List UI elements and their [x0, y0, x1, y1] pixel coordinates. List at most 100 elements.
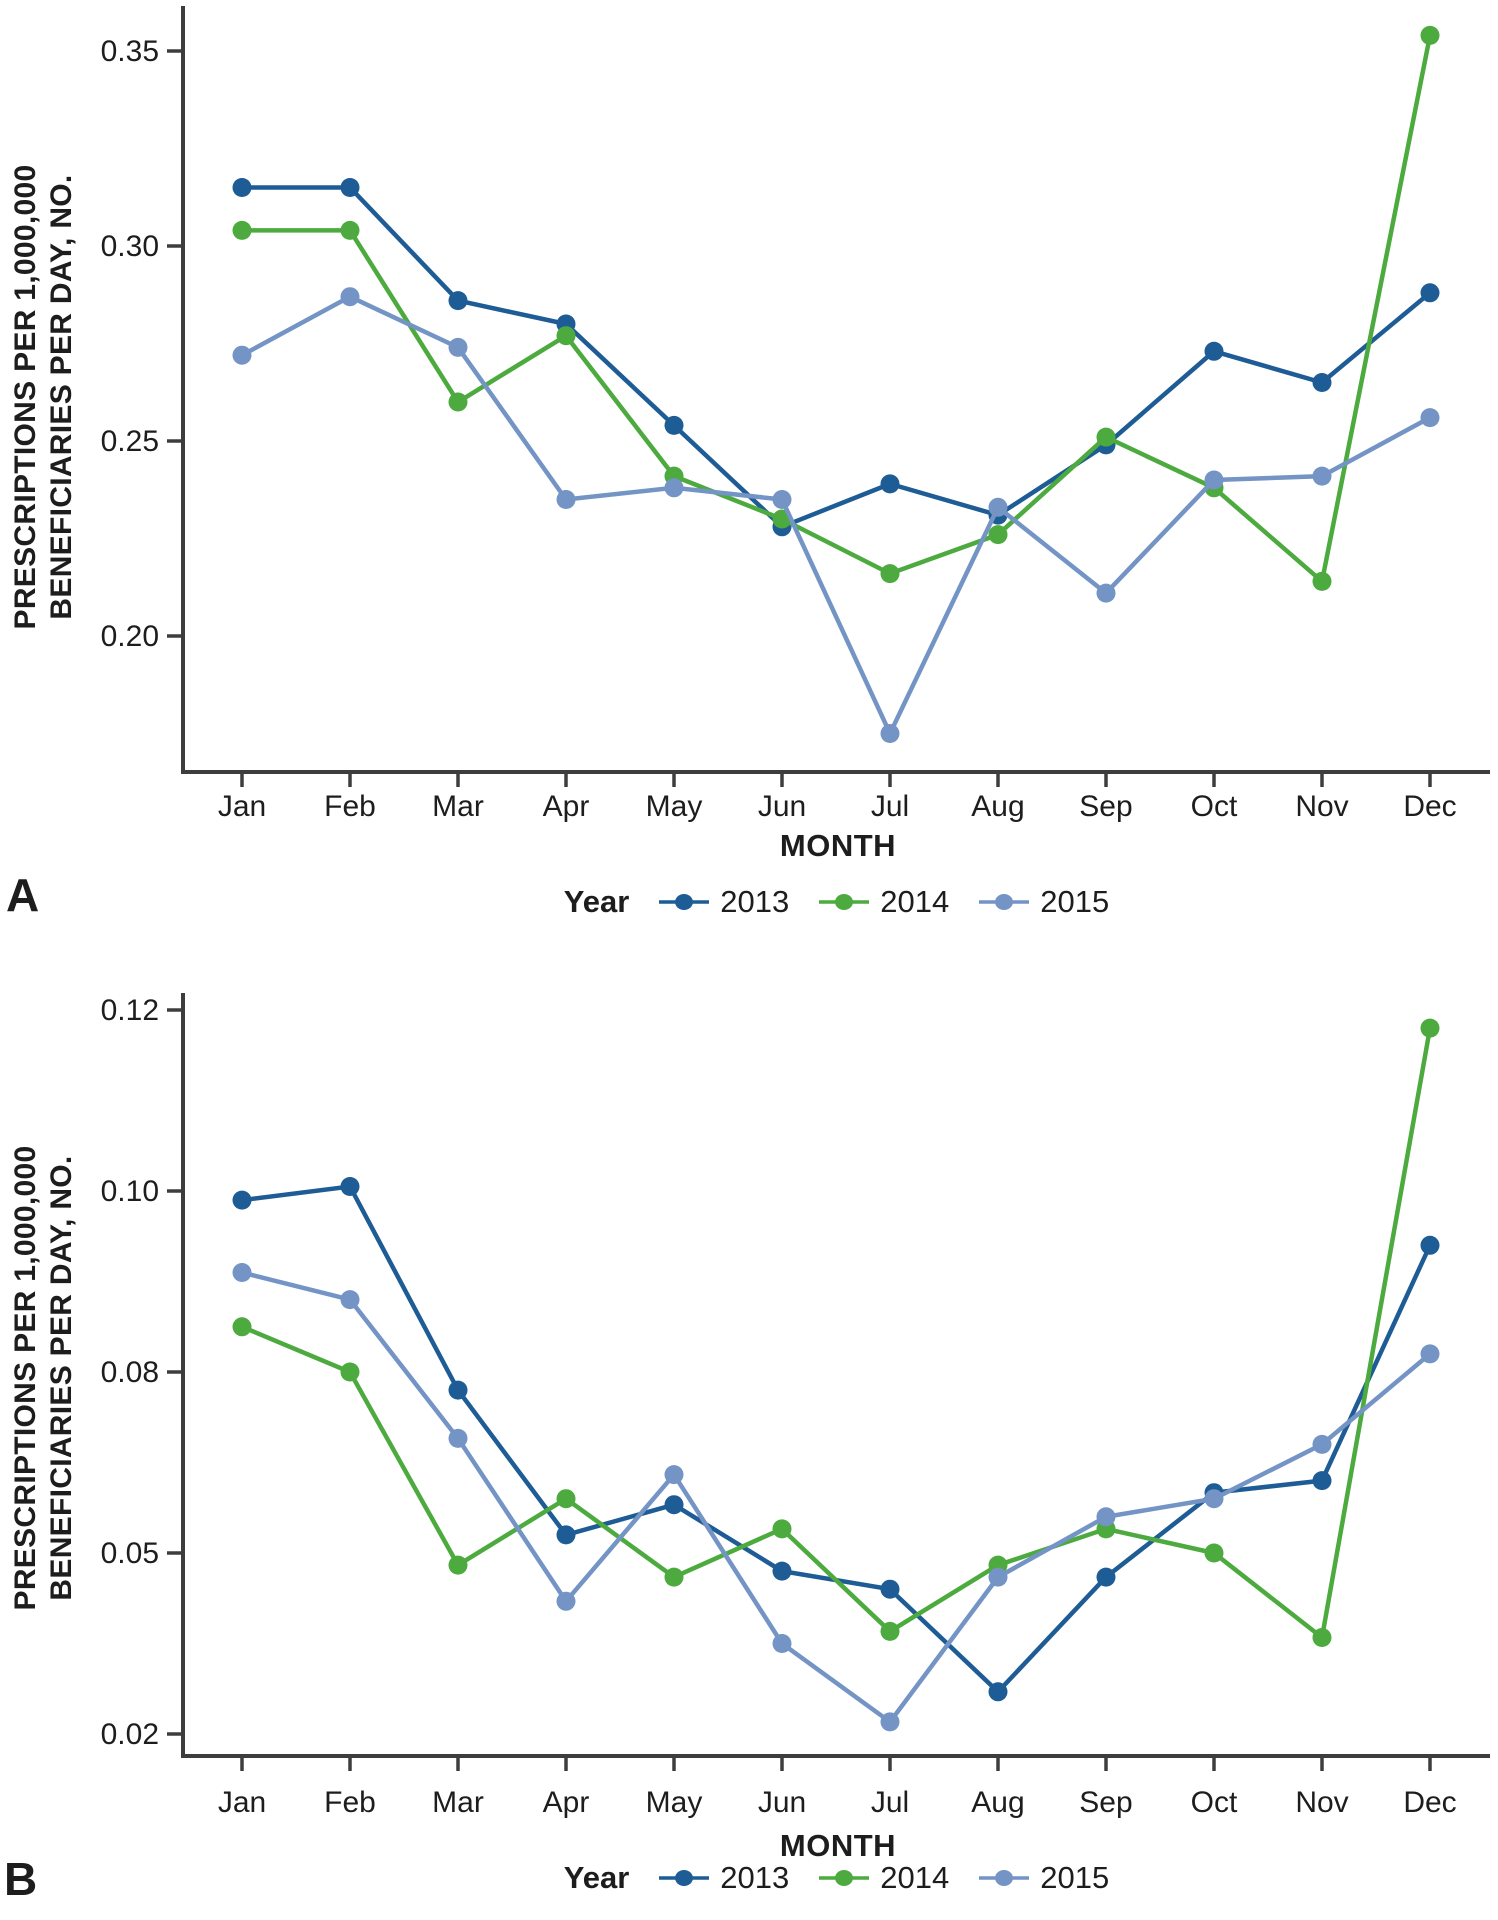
legend-year-label: 2015: [1040, 1860, 1110, 1895]
x-tick-label: Jul: [871, 1786, 909, 1819]
x-tick-label: Feb: [324, 790, 376, 823]
series-2015-point: [880, 1712, 900, 1732]
series-2014-line: [241, 1027, 1433, 1642]
y-tick-label: 0.02: [101, 1718, 159, 1751]
legend-item-2014: 2014: [817, 884, 949, 920]
series-2015-point: [1096, 1507, 1116, 1527]
x-tick-label: May: [646, 1786, 703, 1819]
series-2015-point: [448, 337, 468, 357]
y-tick-label: 0.35: [101, 35, 159, 68]
series-2014-point: [1096, 427, 1116, 447]
series-2015-point: [664, 1465, 684, 1485]
panel-b-label: B: [4, 1853, 38, 1905]
series-2013-point: [232, 1190, 252, 1210]
x-tick-label: Jan: [218, 1786, 266, 1819]
y-tick-label: 0.08: [101, 1356, 159, 1389]
series-2014-point: [1420, 1018, 1440, 1038]
series-2014-point: [448, 1555, 468, 1575]
series-2014-point: [1312, 571, 1332, 591]
legend-title: Year: [563, 884, 630, 919]
series-2013-point: [232, 178, 252, 197]
series-2014-point: [232, 1317, 252, 1337]
series-2013-point: [664, 1495, 684, 1515]
series-2014-point: [448, 392, 468, 412]
series-2015-point: [772, 1634, 792, 1653]
series-2014-point: [556, 326, 576, 346]
series-2013-point: [556, 1525, 576, 1545]
x-tick-label: Mar: [432, 790, 484, 823]
series-2015-point: [340, 1290, 360, 1310]
series-2014-point: [988, 525, 1008, 545]
series-2015-point: [232, 345, 252, 365]
series-2013-point: [340, 1177, 360, 1196]
legend-year-label: 2015: [1040, 884, 1110, 919]
series-2013-point: [1420, 283, 1440, 303]
series-2014-point: [340, 220, 360, 240]
legend-marker-icon: [819, 894, 870, 910]
legend-marker-icon: [979, 1870, 1030, 1886]
series-2013-point: [772, 1561, 792, 1581]
series-2014-point: [1312, 1628, 1332, 1647]
legend-year-label: 2013: [720, 1860, 790, 1895]
x-tick-label: Apr: [543, 790, 590, 823]
y-tick-label: 0.12: [101, 994, 159, 1027]
series-2013-point: [1096, 1567, 1116, 1587]
panel-a-x-axis-title: MONTH: [779, 828, 897, 863]
series-2015-point: [340, 287, 360, 307]
series-2015-point: [1312, 466, 1332, 486]
series-2014-point: [664, 1567, 684, 1587]
legend-dot: [995, 1870, 1014, 1886]
series-2015-point: [880, 724, 900, 743]
series-2014-point: [772, 1519, 792, 1539]
series-2015-point: [988, 1567, 1008, 1587]
series-2013-point: [448, 1380, 468, 1400]
x-tick-label: Dec: [1403, 790, 1456, 823]
series-2014-point: [340, 1362, 360, 1382]
series-2013-point: [1204, 341, 1224, 361]
x-tick-label: Aug: [971, 1786, 1024, 1819]
panel-b-x-axis-title: MONTH: [779, 1828, 897, 1863]
x-tick-label: Jun: [758, 790, 806, 823]
x-tick-label: Feb: [324, 1786, 376, 1819]
y-tick-label: 0.30: [101, 230, 159, 263]
legend-dot: [995, 894, 1014, 910]
series-2015-point: [1420, 408, 1440, 428]
legend-item-2014: 2014: [817, 1860, 949, 1896]
series-2015-point: [1096, 583, 1116, 603]
legend-dot: [835, 894, 854, 910]
series-2013-point: [448, 291, 468, 311]
series-2013-point: [880, 1579, 900, 1599]
y-tick-label: 0.10: [101, 1175, 159, 1208]
panel-b-legend: Year 2013 2014 2015: [183, 1860, 1490, 1896]
legend-item-2015: 2015: [977, 1860, 1109, 1896]
series-2013-point: [1420, 1235, 1440, 1255]
x-tick-label: Nov: [1295, 790, 1348, 823]
legend-title: Year: [563, 1860, 630, 1895]
legend-item-2013: 2013: [657, 1860, 789, 1896]
x-tick-label: Aug: [971, 790, 1024, 823]
x-tick-label: Oct: [1191, 790, 1238, 823]
series-2014-point: [232, 220, 252, 240]
panel-a-chart-canvas: 0.35 0.30 0.25 0.20 Jan Feb Mar Apr May Jun Jul Aug…: [101, 6, 1490, 823]
y-tick-label: 0.05: [101, 1537, 159, 1570]
legend-item-2013: 2013: [657, 884, 789, 920]
x-tick-label: Sep: [1079, 1786, 1132, 1819]
series-2015-point: [1204, 470, 1224, 490]
panel-a-label: A: [6, 869, 40, 921]
panel-a-legend: Year 2013 2014 2015: [183, 884, 1490, 920]
series-2013-point: [1312, 1471, 1332, 1491]
legend-marker-icon: [819, 1870, 870, 1886]
series-2015-point: [1420, 1344, 1440, 1364]
x-tick-label: Nov: [1295, 1786, 1348, 1819]
legend-dot: [675, 894, 694, 910]
series-2015-point: [556, 490, 576, 509]
series-2013-point: [1312, 373, 1332, 392]
x-tick-label: Jul: [871, 790, 909, 823]
x-tick-label: Oct: [1191, 1786, 1238, 1819]
series-2015-point: [772, 490, 792, 509]
legend-marker-icon: [979, 894, 1030, 910]
series-2015-point: [1312, 1434, 1332, 1454]
x-tick-label: Sep: [1079, 790, 1132, 823]
x-tick-label: Jan: [218, 790, 266, 823]
legend-year-label: 2013: [720, 884, 790, 919]
